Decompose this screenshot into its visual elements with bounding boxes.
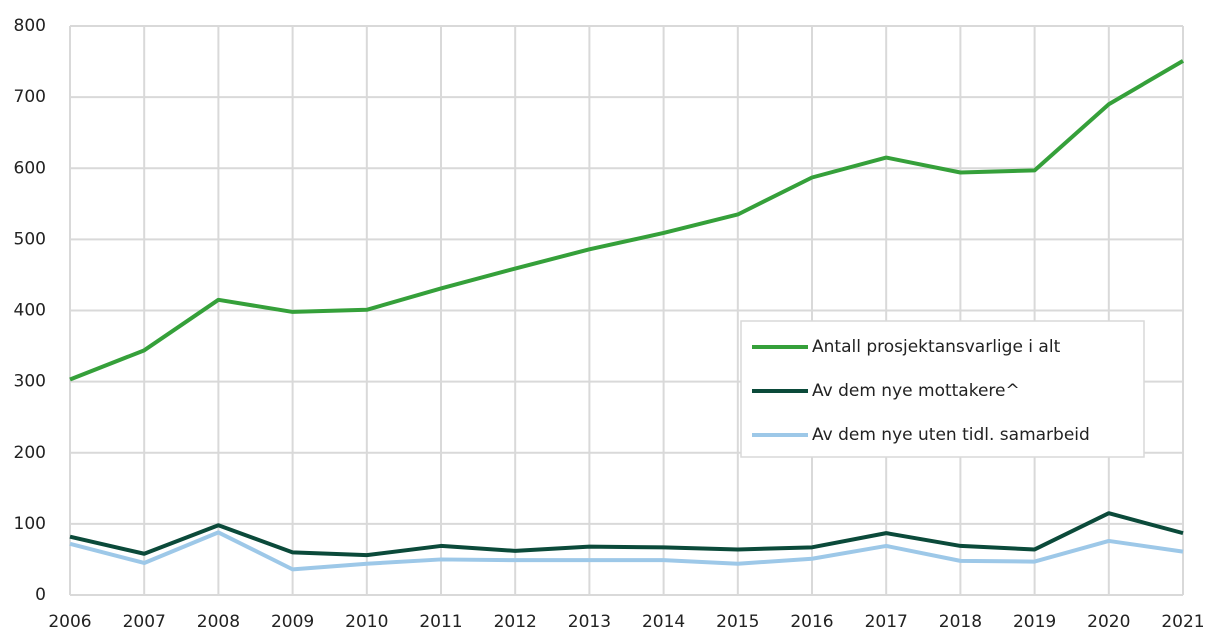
y-tick-label: 400 (14, 301, 46, 321)
x-tick-label: 2007 (123, 612, 166, 632)
x-tick-label: 2011 (419, 612, 462, 632)
line-series (69, 530, 1184, 572)
line-series (69, 59, 1185, 382)
x-tick-label: 2009 (271, 612, 314, 632)
x-tick-label: 2021 (1161, 612, 1204, 632)
x-tick-label: 2017 (865, 612, 908, 632)
x-tick-label: 2013 (568, 612, 611, 632)
y-tick-label: 700 (14, 87, 46, 107)
x-tick-label: 2019 (1013, 612, 1056, 632)
y-tick-label: 200 (14, 443, 46, 463)
y-tick-label: 800 (14, 16, 46, 36)
y-tick-label: 0 (35, 585, 46, 605)
legend-label: Av dem nye uten tidl. samarbeid (812, 425, 1090, 445)
x-tick-label: 2008 (197, 612, 240, 632)
y-tick-label: 100 (14, 514, 46, 534)
x-tick-label: 2015 (716, 612, 759, 632)
x-tick-label: 2020 (1087, 612, 1130, 632)
legend-label: Antall prosjektansvarlige i alt (812, 337, 1061, 357)
x-tick-label: 2012 (494, 612, 537, 632)
y-tick-label: 600 (14, 158, 46, 178)
line-series (69, 511, 1184, 558)
x-tick-label: 2010 (345, 612, 388, 632)
x-tick-label: 2014 (642, 612, 685, 632)
legend-label: Av dem nye mottakere^ (812, 381, 1020, 401)
legend: Antall prosjektansvarlige i alt Av dem ny… (740, 320, 1145, 458)
x-tick-label: 2018 (939, 612, 982, 632)
y-tick-label: 500 (14, 229, 46, 249)
x-tick-label: 2016 (790, 612, 833, 632)
legend-box (740, 320, 1145, 458)
x-tick-label: 2006 (48, 612, 91, 632)
y-tick-label: 300 (14, 372, 46, 392)
